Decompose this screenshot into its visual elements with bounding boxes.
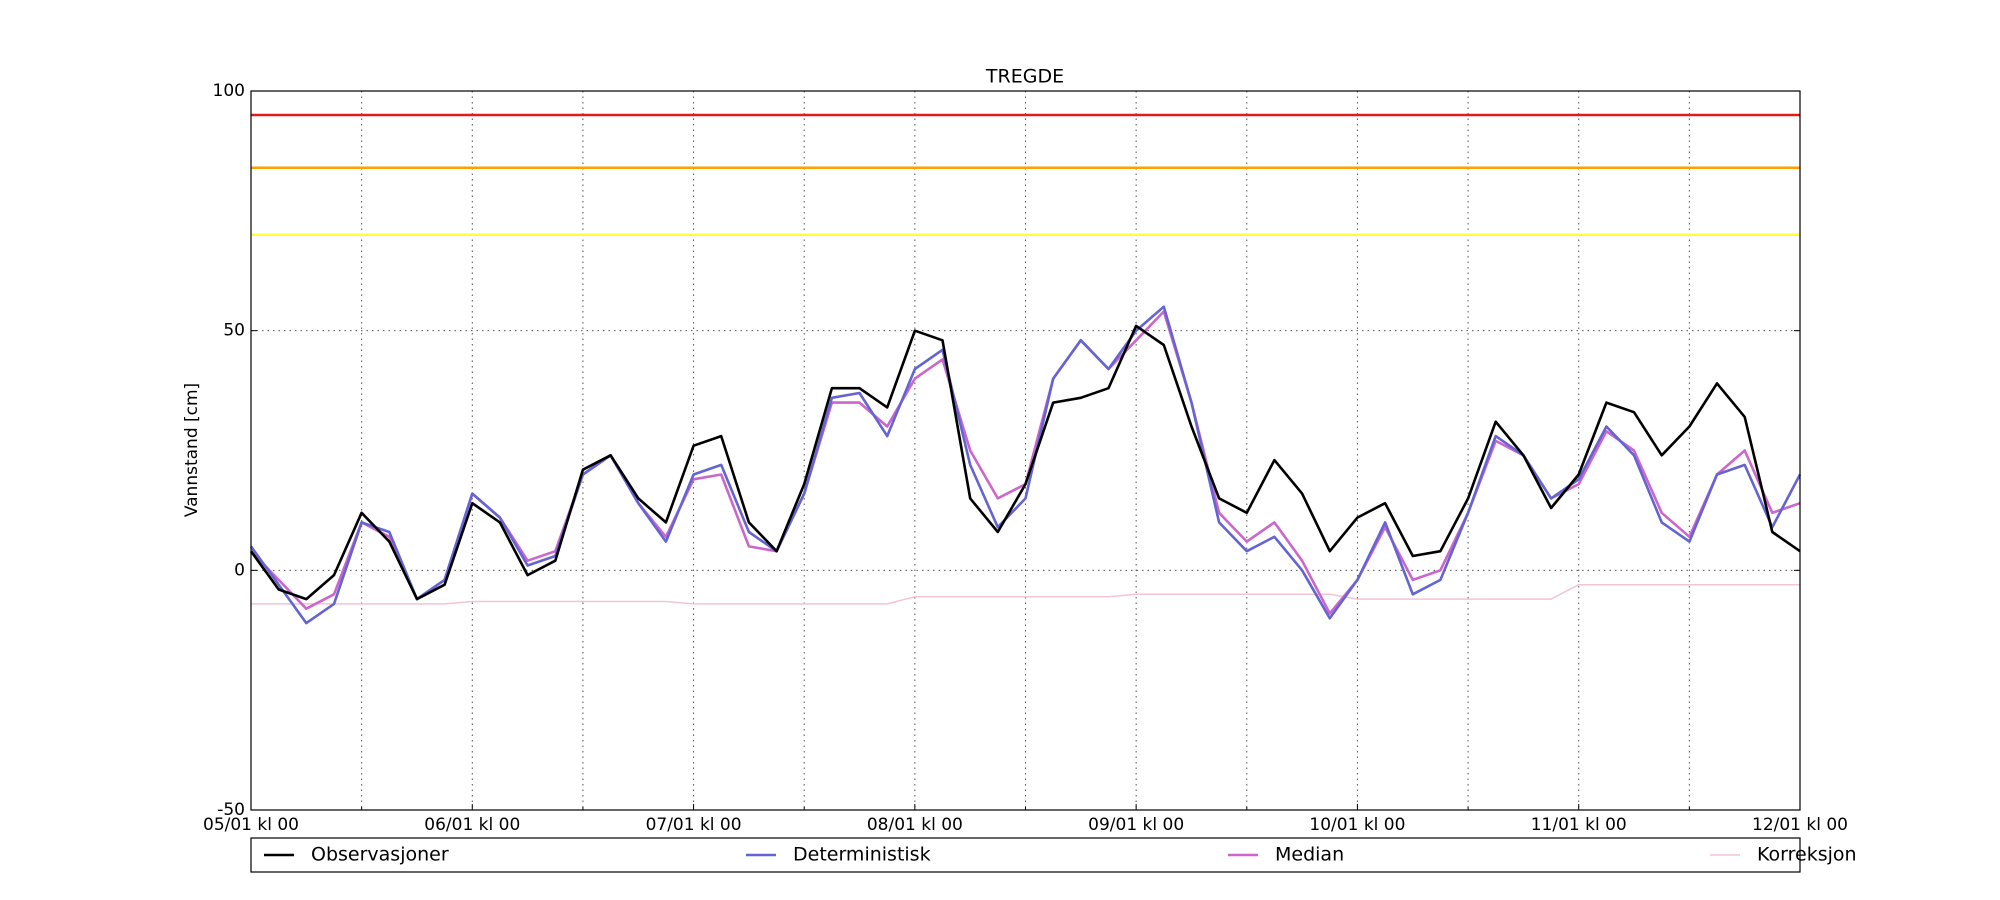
legend-label: Deterministisk bbox=[793, 844, 931, 866]
chart-title: TREGDE bbox=[985, 66, 1064, 88]
x-tick-label: 10/01 kl 00 bbox=[1309, 815, 1405, 835]
x-tick-label: 08/01 kl 00 bbox=[867, 815, 963, 835]
x-tick-label: 07/01 kl 00 bbox=[646, 815, 742, 835]
plot-frame bbox=[250, 90, 1801, 811]
x-tick-label: 06/01 kl 00 bbox=[424, 815, 520, 835]
x-tick-label: 05/01 kl 00 bbox=[203, 815, 299, 835]
y-tick-label: -50 bbox=[217, 800, 245, 820]
series-line bbox=[251, 583, 1800, 605]
series-line bbox=[250, 310, 1801, 615]
y-tick-label: 0 bbox=[234, 560, 245, 580]
legend-label: Observasjoner bbox=[311, 844, 449, 866]
x-tick-label: 09/01 kl 00 bbox=[1088, 815, 1184, 835]
legend-label: Median bbox=[1275, 844, 1344, 866]
x-tick-label: 11/01 kl 00 bbox=[1531, 815, 1627, 835]
y-tick-label: 100 bbox=[213, 81, 245, 101]
y-tick-label: 50 bbox=[223, 321, 245, 341]
y-axis-label: Vannstand [cm] bbox=[182, 383, 202, 517]
series-line bbox=[249, 324, 1801, 601]
series-line bbox=[249, 305, 1802, 625]
legend-box bbox=[250, 837, 1801, 873]
legend-label: Korreksjon bbox=[1757, 844, 1857, 866]
x-tick-label: 12/01 kl 00 bbox=[1752, 815, 1848, 835]
